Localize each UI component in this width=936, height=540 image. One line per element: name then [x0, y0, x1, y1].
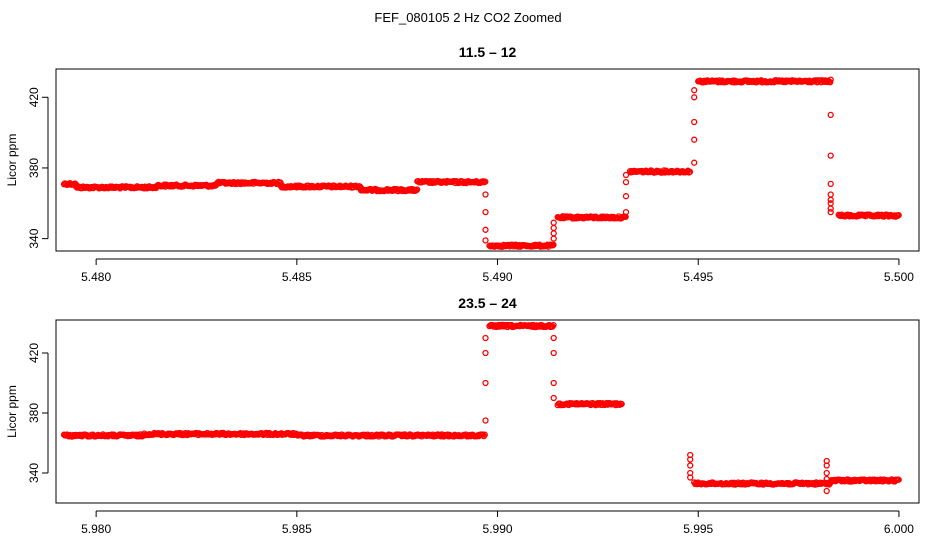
data-points	[60, 321, 902, 495]
y-tick-label: 420	[27, 87, 41, 107]
panel-title: 11.5 – 12	[459, 44, 517, 60]
panel-title: 23.5 – 24	[458, 295, 517, 311]
y-axis-label: Licor ppm	[5, 385, 19, 438]
data-point	[827, 205, 834, 212]
data-point	[482, 237, 489, 244]
data-point	[691, 136, 698, 143]
data-point	[550, 394, 557, 402]
data-point	[550, 349, 557, 357]
data-point	[691, 118, 698, 126]
data-point	[827, 76, 834, 83]
data-point	[691, 87, 698, 94]
data-point	[482, 417, 489, 424]
data-point	[550, 321, 557, 329]
data-point	[827, 79, 834, 86]
data-point	[691, 94, 698, 101]
y-tick-label: 380	[27, 158, 41, 178]
data-point	[823, 487, 830, 495]
x-tick-label: 5.490	[483, 270, 513, 284]
data-point	[482, 379, 489, 387]
data-point	[827, 152, 834, 159]
data-point	[482, 191, 489, 198]
data-point	[482, 178, 489, 185]
data-point	[482, 349, 489, 357]
data-point	[687, 456, 694, 463]
data-point	[550, 379, 557, 387]
y-tick-label: 420	[27, 343, 41, 363]
x-tick-label: 5.990	[483, 522, 513, 536]
data-point	[823, 469, 830, 477]
data-point	[687, 462, 694, 469]
data-point	[622, 171, 630, 179]
data-point	[550, 224, 557, 232]
data-point	[827, 200, 834, 207]
x-tick-label: 5.495	[683, 270, 713, 284]
data-point	[622, 193, 630, 200]
panel-bottom: 23.5 – 24 5.980 5.985 5.990 5.995 6.000 340 380…	[5, 295, 920, 536]
data-point	[827, 208, 834, 216]
data-point	[550, 334, 557, 342]
y-tick-label: 380	[27, 403, 41, 423]
data-point	[550, 241, 557, 248]
data-point	[827, 111, 834, 119]
data-point	[550, 219, 557, 226]
data-point	[827, 191, 834, 198]
data-point	[550, 235, 557, 242]
panel-top: 11.5 – 12 5.480 5.485 5.490 5.495 5.500 340 380…	[5, 44, 920, 284]
data-points	[60, 76, 902, 250]
x-tick-label: 5.500	[884, 270, 914, 284]
data-point	[482, 226, 489, 233]
data-point	[686, 168, 694, 175]
y-tick-label: 340	[27, 228, 41, 248]
data-point	[823, 475, 830, 483]
x-tick-label: 5.985	[282, 522, 312, 536]
data-point	[482, 208, 489, 216]
data-point	[550, 230, 557, 237]
data-point	[412, 187, 420, 194]
data-point	[823, 457, 830, 465]
data-point	[622, 208, 630, 216]
data-point	[691, 159, 698, 166]
data-point	[618, 400, 625, 408]
x-tick-label: 5.485	[282, 270, 312, 284]
x-tick-label: 5.980	[81, 522, 111, 536]
data-point	[482, 334, 489, 342]
plot-frame	[55, 68, 920, 252]
x-tick-label: 6.000	[884, 522, 914, 536]
data-point	[481, 431, 488, 438]
y-tick-label: 340	[27, 463, 41, 483]
figure-title: FEF_080105 2 Hz CO2 Zoomed	[374, 10, 561, 25]
y-axis-label: Licor ppm	[5, 134, 19, 187]
x-tick-label: 5.995	[683, 522, 713, 536]
data-point	[413, 186, 421, 193]
x-tick-label: 5.480	[81, 270, 111, 284]
plot-frame	[55, 319, 920, 504]
data-point	[895, 476, 902, 483]
data-point	[827, 196, 834, 203]
data-point	[687, 474, 694, 481]
data-point	[895, 212, 902, 219]
data-point	[827, 180, 834, 188]
data-point	[622, 178, 630, 186]
